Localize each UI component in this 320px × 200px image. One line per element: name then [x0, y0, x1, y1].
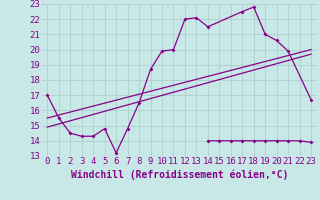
- X-axis label: Windchill (Refroidissement éolien,°C): Windchill (Refroidissement éolien,°C): [70, 169, 288, 180]
